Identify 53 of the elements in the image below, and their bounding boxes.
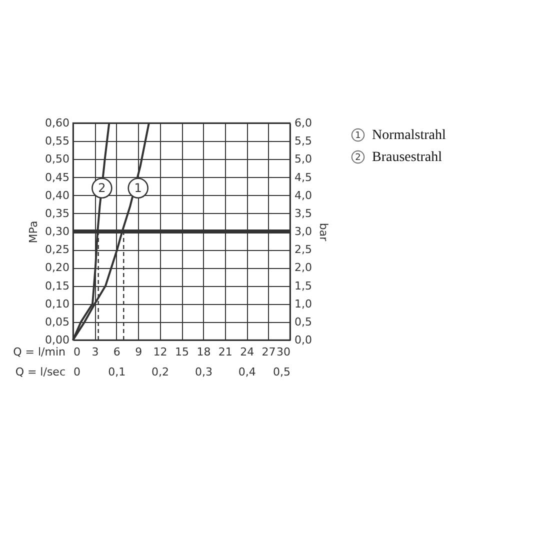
y2-tick-label: 6,0 xyxy=(294,116,312,130)
y-axis-title: MPa xyxy=(27,220,40,244)
y-tick-label: 0,20 xyxy=(45,261,70,274)
x-tick-label: 12 xyxy=(153,346,168,358)
y-tick-label: 0,05 xyxy=(45,315,70,328)
x2-axis-title: Q = l/sec xyxy=(15,366,66,378)
x-tick-label: 6 xyxy=(113,346,120,358)
y2-tick-label: 5,5 xyxy=(294,134,312,148)
x-tick-label: 3 xyxy=(92,346,99,358)
y-tick-label: 0,40 xyxy=(45,188,70,202)
x2-tick-label: 0,4 xyxy=(238,366,256,378)
text: 1 xyxy=(355,131,361,141)
x-tick-label: 18 xyxy=(196,346,211,358)
x2-tick-label: 0 xyxy=(74,366,80,378)
y2-tick-label: 0,0 xyxy=(294,334,312,346)
x-tick-label: 0 xyxy=(74,346,80,358)
y-tick-label: 0,35 xyxy=(45,206,70,220)
x2-tick-label: 0,1 xyxy=(108,366,126,378)
x2-tick-label: 0,2 xyxy=(152,366,170,378)
y2-tick-label: 1,5 xyxy=(294,279,312,292)
y2-tick-label: 0,5 xyxy=(294,315,312,328)
x-tick-label: 21 xyxy=(218,346,232,358)
y-tick-label: 0,55 xyxy=(45,134,70,148)
text: 2 xyxy=(355,153,361,163)
x-tick-label: 24 xyxy=(240,346,254,358)
y2-tick-label: 5,0 xyxy=(294,152,312,166)
y2-tick-label: 4,5 xyxy=(294,170,312,184)
annotation: 2 xyxy=(98,181,106,196)
y-tick-label: 0,25 xyxy=(45,243,70,256)
x2-tick-label: 0,3 xyxy=(194,366,212,378)
y2-tick-label: 4,0 xyxy=(294,188,312,202)
x-tick-label: 30 xyxy=(276,346,290,358)
x-tick-label: 27 xyxy=(262,346,276,358)
y-tick-label: 0,15 xyxy=(45,279,70,292)
y-tick-label: 0,50 xyxy=(45,152,70,166)
x-tick-label: 15 xyxy=(175,346,189,358)
y-tick-label: 0,00 xyxy=(45,334,70,346)
legend-label: Brausestrahl xyxy=(372,150,442,165)
y2-tick-label: 2,5 xyxy=(294,243,312,256)
y-tick-label: 0,30 xyxy=(45,225,70,238)
y2-tick-label: 1,0 xyxy=(294,297,312,310)
x-tick-label: 9 xyxy=(135,346,142,358)
y2-tick-label: 3,5 xyxy=(294,206,312,220)
legend-label: Normalstrahl xyxy=(372,128,446,143)
x-axis-title: Q = l/min xyxy=(13,346,66,358)
y2-tick-label: 2,0 xyxy=(294,261,312,274)
y-tick-label: 0,60 xyxy=(45,116,70,130)
y2-tick-label: 3,0 xyxy=(294,225,312,238)
y-tick-label: 0,45 xyxy=(45,170,70,184)
y-tick-label: 0,10 xyxy=(45,297,70,310)
y2-axis-title: bar xyxy=(316,222,330,242)
annotation: 1 xyxy=(134,181,142,196)
x2-tick-label: 0,5 xyxy=(273,366,290,378)
